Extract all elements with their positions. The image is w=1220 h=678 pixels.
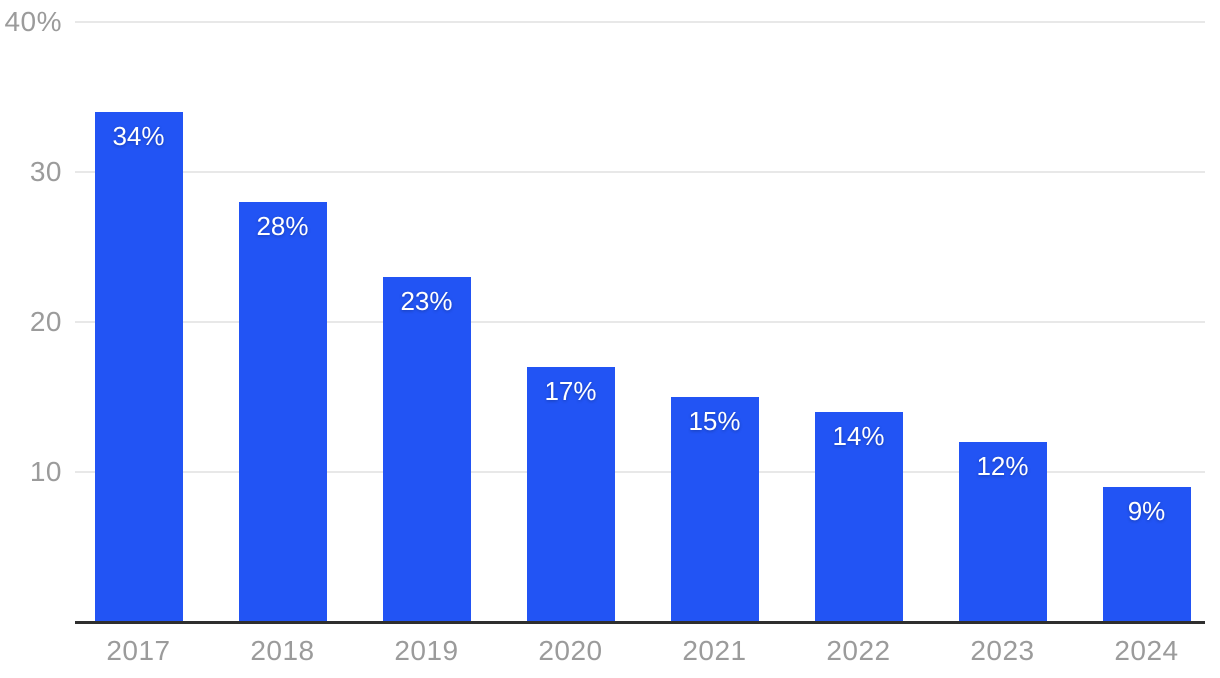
y-axis-tick-label: 10 (29, 456, 62, 487)
bar-value-label: 28% (256, 211, 309, 241)
gridline-30 (75, 171, 1205, 173)
x-axis-tick-label: 2021 (682, 635, 747, 666)
bar-value-label: 9% (1127, 496, 1166, 526)
x-axis-tick-label: 2022 (826, 635, 891, 666)
bar-2020: 17% (526, 367, 615, 622)
x-axis-tick-label: 2020 (538, 635, 603, 666)
gridline-20 (75, 321, 1205, 323)
x-axis-tick-label: 2024 (1114, 635, 1179, 666)
gridline-40 (75, 21, 1205, 23)
x-axis-line (75, 621, 1205, 624)
bar-value-label: 17% (544, 376, 597, 406)
bar-2023: 12% (958, 442, 1047, 622)
bar-2019: 23% (382, 277, 471, 622)
bar-value-label: 12% (976, 451, 1029, 481)
y-axis-tick-label: 40% (4, 6, 62, 37)
x-axis-tick-label: 2019 (394, 635, 459, 666)
bar-value-label: 23% (400, 286, 453, 316)
bar-value-label: 15% (688, 406, 741, 436)
bar-2024: 9% (1102, 487, 1191, 622)
bar-2018: 28% (238, 202, 327, 622)
y-axis-tick-label: 20 (29, 306, 62, 337)
x-axis-tick-label: 2017 (106, 635, 171, 666)
bar-value-label: 14% (832, 421, 885, 451)
gridline-10 (75, 471, 1205, 473)
bar-2017: 34% (94, 112, 183, 622)
x-axis-tick-label: 2023 (970, 635, 1035, 666)
bar-value-label: 34% (112, 121, 165, 151)
bar-2021: 15% (670, 397, 759, 622)
bar-2022: 14% (814, 412, 903, 622)
x-axis-tick-label: 2018 (250, 635, 315, 666)
y-axis-tick-label: 30 (29, 156, 62, 187)
